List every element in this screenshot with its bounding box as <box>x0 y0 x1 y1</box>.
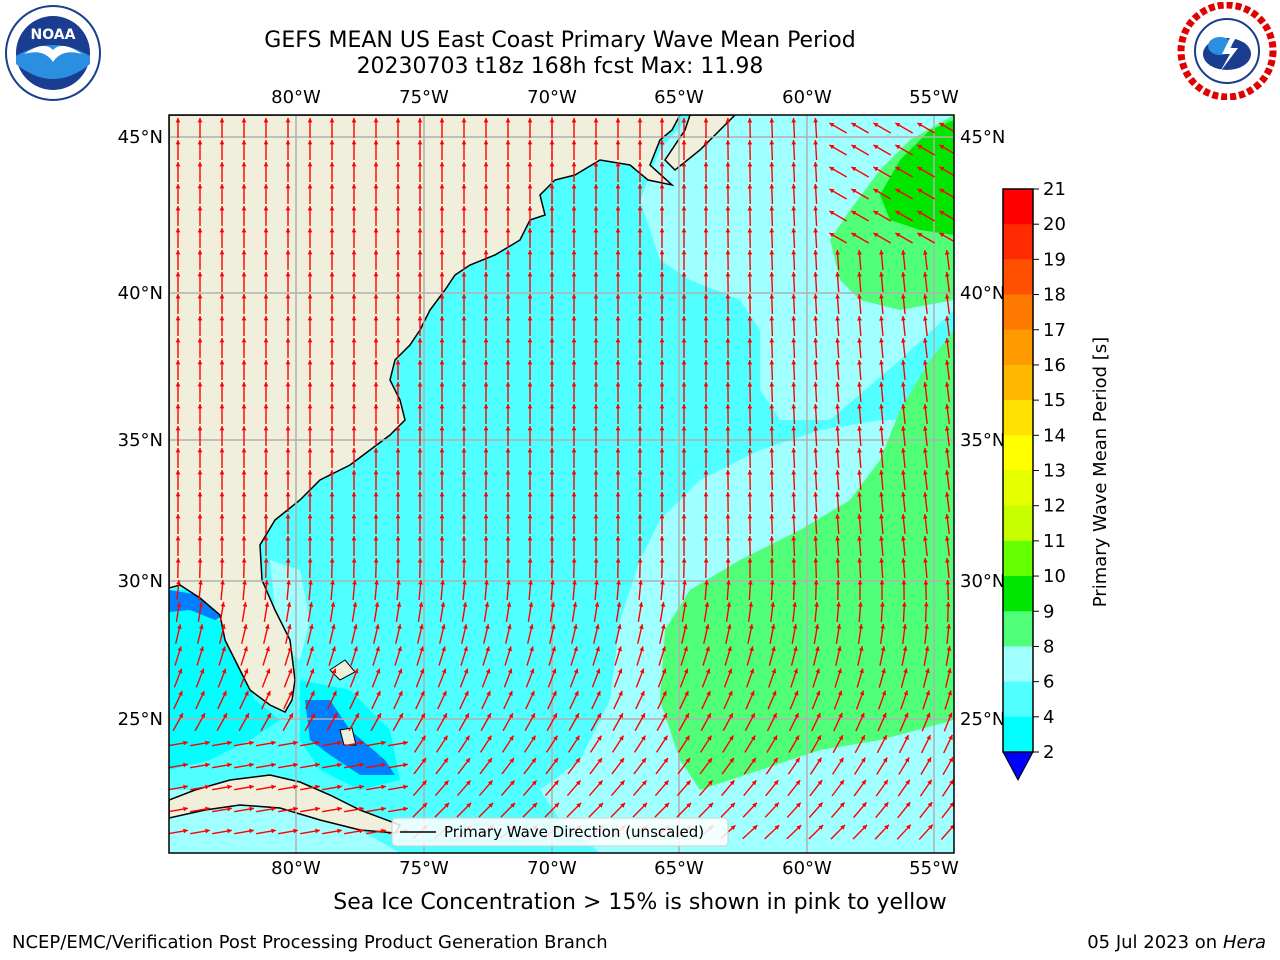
chart-title: GEFS MEAN US East Coast Primary Wave Mea… <box>264 28 856 53</box>
colorbar-tick-label: 21 <box>1043 179 1066 200</box>
colorbar-segment <box>1003 681 1033 718</box>
lat-label-right: 25°N <box>960 709 1005 730</box>
lon-label-bottom: 70°W <box>527 858 577 879</box>
lon-label-bottom: 80°W <box>271 858 321 879</box>
lat-label-left: 35°N <box>118 430 163 451</box>
field-10-11s <box>880 120 954 235</box>
map-frame <box>168 114 955 854</box>
noaa-logo-text: NOAA <box>31 27 76 43</box>
land-nova-scotia <box>664 115 737 172</box>
nws-logo <box>1177 2 1277 100</box>
wave-direction-vectors <box>169 117 954 840</box>
lon-label-bottom: 60°W <box>782 858 832 879</box>
chart-subtitle: 20230703 t18z 168h fcst Max: 11.98 <box>356 54 764 79</box>
colorbar-segment <box>1003 400 1033 436</box>
sea-ice-caption: Sea Ice Concentration > 15% is shown in … <box>333 890 947 915</box>
colorbar-segment <box>1003 435 1033 471</box>
colorbar-tick-label: 18 <box>1043 285 1066 306</box>
colorbar-segment <box>1003 294 1033 331</box>
colorbar-tick-label: 9 <box>1043 601 1054 622</box>
colorbar-tick-label: 11 <box>1043 531 1066 552</box>
colorbar-under-triangle <box>1002 751 1034 782</box>
colorbar-label: Primary Wave Mean Period [s] <box>1090 337 1111 607</box>
lat-label-left: 25°N <box>118 709 163 730</box>
colorbar-tick-label: 4 <box>1043 707 1054 728</box>
lat-label-left: 30°N <box>118 571 163 592</box>
colorbar-segment <box>1003 224 1033 260</box>
lon-label-top: 60°W <box>782 87 832 108</box>
colorbar-segment <box>1003 470 1033 507</box>
colorbar-tick-label: 16 <box>1043 355 1066 376</box>
lon-label-top: 75°W <box>399 87 449 108</box>
colorbar-segment <box>1003 716 1033 753</box>
graticule <box>169 115 954 853</box>
footer-date: 05 Jul 2023 on Hera <box>1087 932 1266 953</box>
footer-org: NCEP/EMC/Verification Post Processing Pr… <box>12 932 608 953</box>
lon-label-bottom: 65°W <box>654 858 704 879</box>
field-2-4s-gulf <box>169 590 225 620</box>
lat-label-right: 40°N <box>960 283 1005 304</box>
lat-label-right: 35°N <box>960 430 1005 451</box>
colorbar-segment <box>1003 505 1033 542</box>
field-8-9s-florida-coast <box>270 560 310 660</box>
map-legend: Primary Wave Direction (unscaled) <box>391 817 729 847</box>
colorbar-tick-label: 12 <box>1043 496 1066 517</box>
lat-label-right: 30°N <box>960 571 1005 592</box>
map-area <box>169 115 954 853</box>
colorbar-tick-label: 19 <box>1043 249 1066 270</box>
colorbar-tick-label: 13 <box>1043 461 1066 482</box>
lon-label-top: 80°W <box>271 87 321 108</box>
lat-label-right: 45°N <box>960 127 1005 148</box>
lon-label-bottom: 75°W <box>399 858 449 879</box>
colorbar-segment <box>1003 189 1033 225</box>
legend-label: Primary Wave Direction (unscaled) <box>444 823 704 841</box>
lon-label-top: 70°W <box>527 87 577 108</box>
colorbar-segment <box>1003 364 1033 401</box>
colorbar-segment <box>1003 540 1033 577</box>
colorbar-tick-label: 14 <box>1043 425 1066 446</box>
lon-label-top: 65°W <box>654 87 704 108</box>
colorbar-tick-label: 2 <box>1043 742 1054 763</box>
colorbar-tick-label: 10 <box>1043 566 1066 587</box>
colorbar-segment <box>1003 259 1033 296</box>
field-4-6s-gulf <box>169 590 280 770</box>
lon-label-top: 55°W <box>909 87 959 108</box>
footer-date-text: 05 Jul 2023 on <box>1087 932 1223 953</box>
colorbar-segment <box>1003 646 1033 683</box>
colorbar-segment <box>1003 329 1033 366</box>
colorbar-tick-label: 17 <box>1043 320 1066 341</box>
lat-label-left: 40°N <box>118 283 163 304</box>
colorbar-segment <box>1003 611 1033 647</box>
lon-label-bottom: 55°W <box>909 858 959 879</box>
colorbar: 21 20 19 18 17 16 15 14 13 12 11 10 9 8 6 4 2 <box>1002 179 1066 782</box>
colorbar-segment <box>1003 576 1033 612</box>
footer-machine: Hera <box>1222 932 1266 953</box>
colorbar-tick-label: 8 <box>1043 636 1054 657</box>
colorbar-tick-label: 20 <box>1043 214 1066 235</box>
noaa-logo: NOAA <box>5 5 101 101</box>
colorbar-tick-label: 15 <box>1043 390 1066 411</box>
colorbar-tick-label: 6 <box>1043 672 1054 693</box>
lat-label-left: 45°N <box>118 127 163 148</box>
